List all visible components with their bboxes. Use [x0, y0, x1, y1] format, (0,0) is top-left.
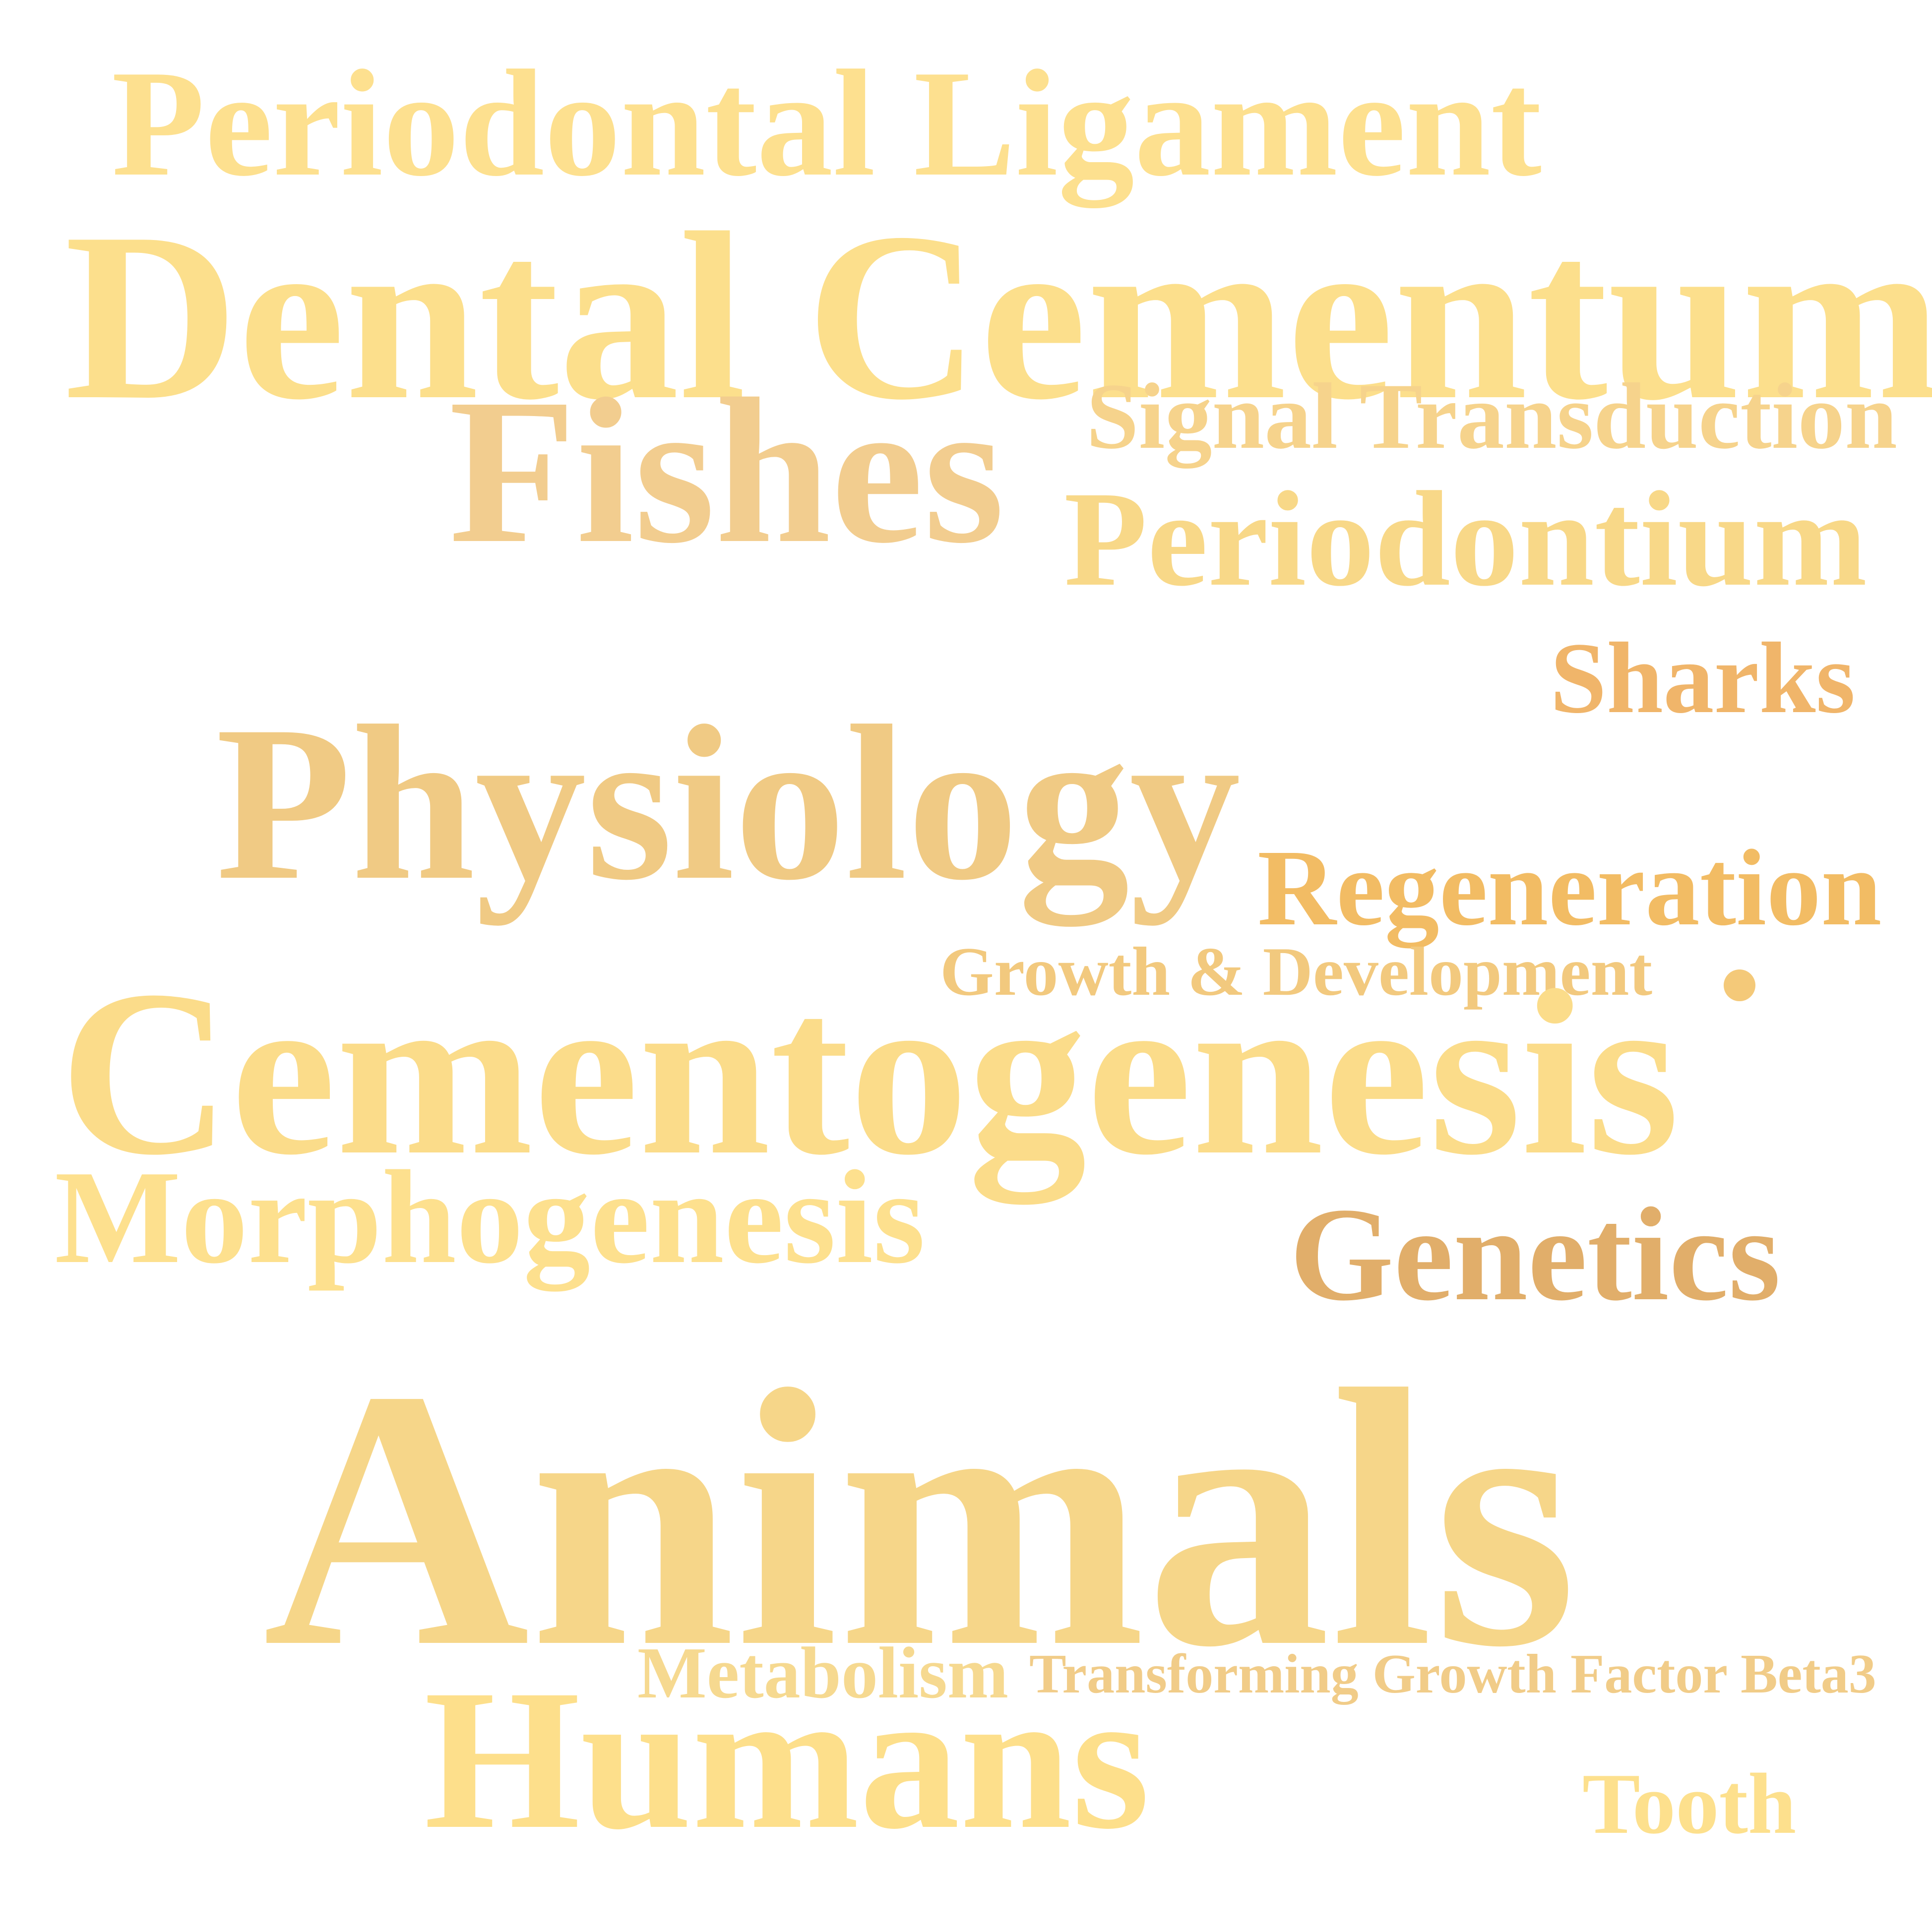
word-cementogenesis: Cementogenesis	[60, 942, 1680, 1204]
decorative-dot	[1724, 969, 1755, 1001]
word-periodontal-ligament: Periodontal Ligament	[112, 39, 1542, 208]
word-dental-cementum: Dental Cementum	[64, 183, 1932, 449]
word-growth-development: Growth & Development	[940, 933, 1653, 1010]
word-metabolism: Metabolism	[637, 1632, 1009, 1714]
word-animals: Animals	[263, 1314, 1577, 1723]
word-tooth: Tooth	[1582, 1755, 1797, 1852]
word-morphogenesis: Morphogenesis	[55, 1143, 925, 1291]
word-sharks: Sharks	[1550, 622, 1856, 734]
word-regeneration: Regeneration	[1257, 827, 1882, 948]
word-periodontium: Periodontium	[1064, 464, 1868, 614]
word-tgf-beta3: Transforming Growth Factor Beta3	[1029, 1643, 1876, 1705]
word-genetics: Genetics	[1290, 1180, 1781, 1328]
word-signal-transduction: Signal Transduction	[1086, 364, 1897, 469]
word-fishes: Fishes	[449, 356, 1005, 586]
word-humans: Humans	[424, 1648, 1150, 1871]
word-physiology: Physiology	[216, 680, 1241, 926]
